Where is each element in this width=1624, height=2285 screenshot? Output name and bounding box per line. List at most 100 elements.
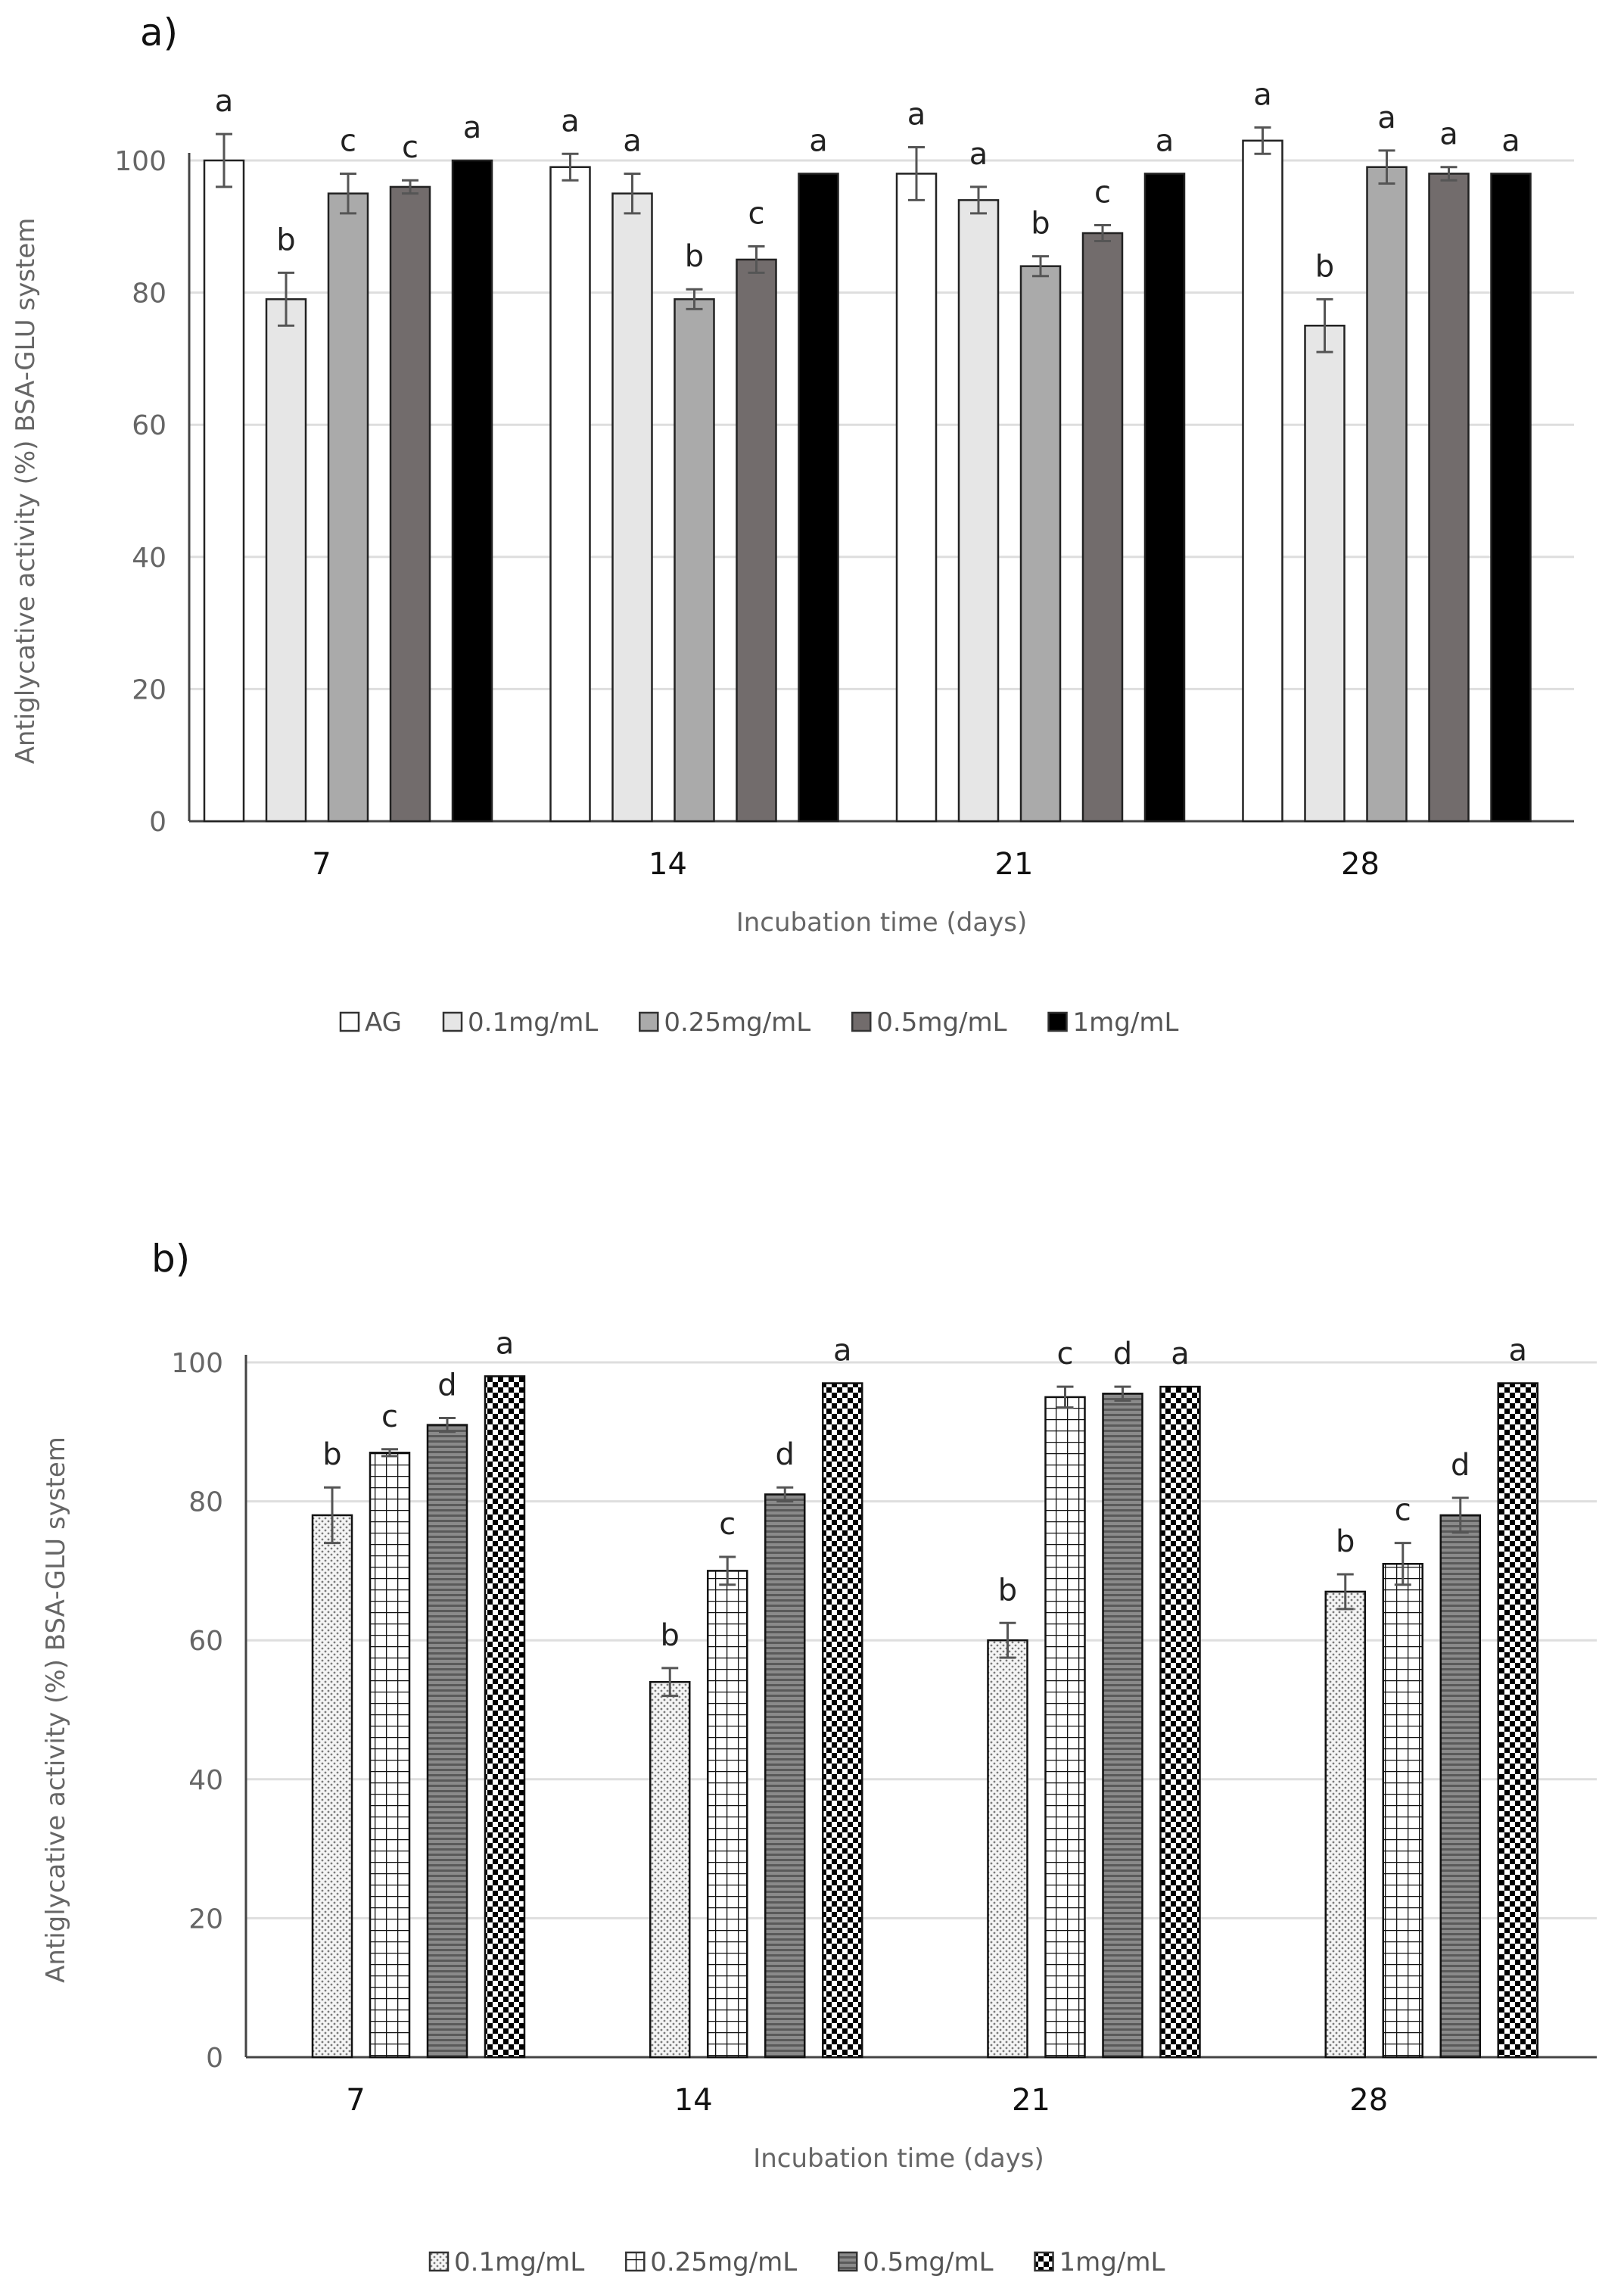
bar-0-5mg-ml-day-28	[1428, 173, 1470, 823]
bar-0-1mg-ml-day-28	[1324, 1590, 1366, 2059]
significance-label: a	[1253, 77, 1272, 112]
legend-swatch	[851, 1011, 872, 1032]
y-tick-label: 80	[132, 279, 166, 310]
significance-label: c	[1395, 1493, 1411, 1528]
y-tick-label: 40	[188, 1765, 223, 1796]
legend-label: 0.5mg/mL	[876, 1007, 1006, 1038]
significance-label: c	[719, 1507, 736, 1542]
x-tick-label: 21	[995, 847, 1034, 882]
bar-1mg-ml-day-21	[1159, 1385, 1201, 2059]
significance-label: b	[1031, 207, 1050, 241]
bar-0-5mg-ml-day-14	[764, 1493, 806, 2059]
significance-label: a	[215, 84, 234, 119]
y-tick-label: 20	[188, 1904, 223, 1935]
bar-0-1mg-ml-day-14	[611, 192, 653, 823]
significance-label: d	[1113, 1337, 1132, 1371]
bar-1mg-ml-day-28	[1490, 173, 1532, 823]
bar-0-1mg-ml-day-14	[649, 1681, 691, 2059]
significance-label: a	[1156, 123, 1174, 158]
bar-1mg-ml-day-14	[822, 1382, 863, 2059]
legend-swatch	[1034, 2251, 1054, 2272]
bar-0-1mg-ml-day-28	[1304, 325, 1346, 823]
chart-a-panel-label: a)	[140, 11, 178, 54]
y-tick-label: 60	[188, 1626, 223, 1657]
chart-a: a) 0 20 40 60 80 100 a a a a b a a b c b b a c c c a a a a a 7 14 21 2…	[0, 0, 1624, 1120]
y-tick-label: 20	[132, 674, 166, 705]
x-tick-label: 7	[312, 847, 331, 882]
significance-label: b	[1336, 1524, 1355, 1559]
significance-label: c	[340, 123, 356, 158]
bar-0-5mg-ml-day-7	[426, 1424, 468, 2059]
significance-label: a	[1508, 1334, 1527, 1368]
bar-0-25mg-ml-day-7	[369, 1452, 411, 2059]
bar-1mg-ml-day-7	[484, 1375, 526, 2059]
chart-b-panel-label: b)	[151, 1237, 190, 1281]
significance-label: a	[623, 123, 642, 158]
x-axis-title: Incubation time (days)	[736, 907, 1028, 938]
bar-ag-day-28	[1242, 139, 1283, 823]
significance-label: a	[463, 111, 482, 145]
bar-0-25mg-ml-day-14	[674, 298, 715, 823]
legend-item: 0.1mg/mL	[428, 2247, 584, 2277]
legend-swatch	[428, 2251, 450, 2272]
significance-label: b	[998, 1573, 1017, 1608]
bar-1mg-ml-day-21	[1143, 173, 1186, 823]
y-tick-label: 0	[206, 2043, 223, 2074]
legend-label: 0.5mg/mL	[863, 2247, 993, 2277]
bar-1mg-ml-day-7	[451, 159, 493, 823]
significance-label: b	[1315, 249, 1334, 284]
legend-swatch	[442, 1011, 463, 1032]
x-tick-label: 14	[649, 847, 687, 882]
significance-label: a	[907, 98, 926, 132]
bar-0-25mg-ml-day-21	[1019, 265, 1062, 823]
significance-label: a	[833, 1334, 852, 1368]
bar-0-25mg-ml-day-21	[1044, 1396, 1086, 2059]
bar-ag-day-7	[203, 159, 245, 823]
legend-label: 1mg/mL	[1059, 2247, 1165, 2277]
significance-label: d	[437, 1368, 456, 1402]
legend-item: 0.25mg/mL	[625, 2247, 797, 2277]
legend-label: 0.25mg/mL	[650, 2247, 797, 2277]
y-tick-label: 80	[188, 1487, 223, 1518]
significance-label: c	[381, 1399, 398, 1434]
significance-label: a	[809, 123, 828, 158]
significance-label: c	[1094, 176, 1111, 210]
significance-label: d	[776, 1437, 795, 1472]
bar-0-25mg-ml-day-7	[327, 192, 369, 823]
x-tick-label: 28	[1341, 847, 1380, 882]
significance-label: b	[661, 1618, 680, 1653]
legend-item: 0.1mg/mL	[442, 1007, 598, 1038]
x-tick-label: 21	[1012, 2083, 1050, 2118]
legend-label: 0.1mg/mL	[454, 2247, 584, 2277]
legend-label: 0.1mg/mL	[468, 1007, 598, 1038]
legend-label: 0.25mg/mL	[664, 1007, 810, 1038]
significance-label: a	[561, 104, 580, 139]
significance-label: d	[1451, 1448, 1470, 1483]
bar-0-5mg-ml-day-7	[389, 185, 431, 823]
legend-item: 1mg/mL	[1047, 1007, 1178, 1038]
legend-swatch	[339, 1011, 360, 1032]
bar-0-5mg-ml-day-28	[1439, 1514, 1481, 2059]
bar-0-25mg-ml-day-14	[707, 1570, 748, 2059]
legend-swatch	[625, 2251, 646, 2272]
legend-item: AG	[339, 1007, 402, 1038]
bar-0-25mg-ml-day-28	[1382, 1562, 1423, 2059]
x-tick-label: 14	[674, 2083, 713, 2118]
significance-label: a	[969, 137, 988, 172]
x-axis-title: Incubation time (days)	[753, 2143, 1044, 2174]
significance-label: a	[1501, 123, 1520, 158]
y-axis-title: Antiglycative activity (%) BSA-GLU syste…	[41, 1437, 71, 1983]
significance-label: b	[685, 239, 704, 274]
bar-0-1mg-ml-day-21	[957, 199, 1000, 823]
legend-swatch	[639, 1011, 659, 1032]
significance-label: b	[276, 223, 295, 257]
significance-label: c	[748, 196, 765, 231]
bar-ag-day-14	[549, 166, 591, 823]
y-tick-label: 100	[114, 146, 166, 177]
significance-label: b	[322, 1437, 341, 1472]
chart-a-svg: a) 0 20 40 60 80 100 a a a a b a a b c b b a c c c a a a a a 7 14 21 2…	[11, 11, 1574, 1038]
x-tick-label: 7	[346, 2083, 365, 2118]
legend-label: AG	[365, 1007, 402, 1038]
bar-0-1mg-ml-day-7	[265, 298, 307, 823]
bar-0-25mg-ml-day-28	[1366, 166, 1408, 823]
